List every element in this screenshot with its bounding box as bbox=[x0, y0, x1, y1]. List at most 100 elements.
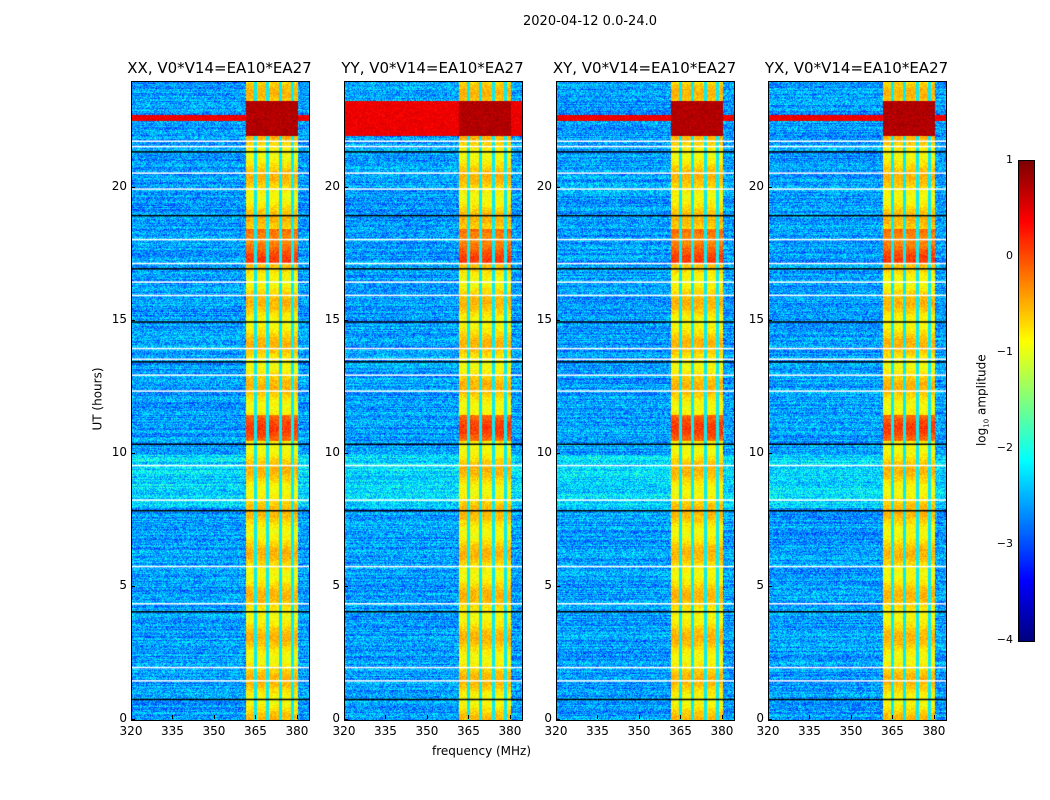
y-tick-label: 20 bbox=[111, 179, 127, 194]
y-tick-label: 10 bbox=[748, 445, 764, 460]
y-tick-mark bbox=[768, 187, 772, 189]
y-axis-label: UT (hours) bbox=[90, 367, 105, 431]
x-tick-mark bbox=[296, 715, 298, 719]
y-tick-label: 0 bbox=[544, 711, 552, 725]
y-tick-mark bbox=[556, 586, 560, 588]
x-tick-mark bbox=[172, 715, 174, 719]
x-tick-label: 350 bbox=[627, 724, 651, 738]
x-tick-label: 320 bbox=[119, 724, 143, 738]
x-tick-mark bbox=[509, 715, 511, 719]
y-tick-label: 10 bbox=[111, 445, 127, 460]
colorbar-tick-label: −3 bbox=[996, 537, 1013, 550]
x-tick-label: 350 bbox=[415, 724, 439, 738]
y-tick-mark bbox=[344, 453, 348, 455]
y-tick-label: 0 bbox=[332, 711, 340, 725]
y-tick-label: 15 bbox=[748, 312, 764, 327]
x-tick-mark bbox=[850, 715, 852, 719]
waterfall-heatmap bbox=[768, 81, 947, 721]
x-tick-mark bbox=[426, 715, 428, 719]
x-tick-mark bbox=[556, 715, 557, 719]
x-tick-label: 365 bbox=[457, 724, 480, 738]
y-tick-mark bbox=[131, 320, 135, 322]
y-tick-mark bbox=[344, 320, 348, 322]
y-tick-mark bbox=[768, 719, 772, 720]
x-axis-label: frequency (MHz) bbox=[432, 744, 532, 758]
x-tick-label: 335 bbox=[798, 724, 821, 738]
waterfall-heatmap bbox=[556, 81, 735, 721]
colorbar-tick-label: −1 bbox=[996, 345, 1013, 358]
x-tick-label: 320 bbox=[544, 724, 568, 738]
x-tick-label: 320 bbox=[756, 724, 780, 738]
x-tick-label: 320 bbox=[332, 724, 356, 738]
x-tick-label: 365 bbox=[669, 724, 692, 738]
y-tick-label: 5 bbox=[332, 578, 340, 593]
x-tick-label: 380 bbox=[285, 724, 309, 738]
y-tick-mark bbox=[131, 586, 135, 588]
y-tick-mark bbox=[556, 719, 560, 720]
waterfall-heatmap bbox=[131, 81, 310, 721]
x-tick-label: 350 bbox=[839, 724, 863, 738]
x-tick-label: 380 bbox=[922, 724, 946, 738]
colorbar-tick-label: 0 bbox=[1006, 249, 1013, 262]
y-tick-mark bbox=[344, 719, 348, 720]
y-tick-label: 20 bbox=[748, 179, 764, 194]
x-tick-label: 365 bbox=[881, 724, 904, 738]
x-tick-mark bbox=[809, 715, 811, 719]
x-tick-mark bbox=[385, 715, 387, 719]
x-tick-mark bbox=[597, 715, 599, 719]
y-tick-label: 5 bbox=[544, 578, 552, 593]
x-tick-label: 335 bbox=[374, 724, 397, 738]
y-tick-label: 20 bbox=[536, 179, 552, 194]
y-tick-label: 10 bbox=[324, 445, 340, 460]
x-tick-mark bbox=[768, 715, 769, 719]
y-tick-label: 10 bbox=[536, 445, 552, 460]
y-tick-mark bbox=[131, 187, 135, 189]
x-tick-mark bbox=[255, 715, 257, 719]
y-tick-mark bbox=[556, 187, 560, 189]
y-tick-mark bbox=[768, 586, 772, 588]
x-tick-mark bbox=[721, 715, 723, 719]
y-tick-mark bbox=[768, 453, 772, 455]
x-tick-label: 350 bbox=[202, 724, 226, 738]
x-tick-mark bbox=[680, 715, 682, 719]
y-tick-label: 0 bbox=[119, 711, 127, 725]
panel-title: YY, V0*V14=EA10*EA27 bbox=[341, 59, 524, 77]
x-tick-label: 335 bbox=[161, 724, 184, 738]
y-tick-mark bbox=[344, 586, 348, 588]
x-tick-mark bbox=[213, 715, 215, 719]
x-tick-mark bbox=[933, 715, 935, 719]
x-tick-label: 365 bbox=[244, 724, 267, 738]
x-tick-mark bbox=[344, 715, 345, 719]
x-tick-mark bbox=[468, 715, 470, 719]
figure-title: 2020-04-12 0.0-24.0 bbox=[523, 14, 657, 29]
colorbar-tick-label: −4 bbox=[996, 633, 1013, 646]
x-tick-mark bbox=[638, 715, 640, 719]
y-tick-mark bbox=[556, 320, 560, 322]
colorbar-label: log10 amplitude bbox=[974, 354, 991, 447]
y-tick-mark bbox=[556, 453, 560, 455]
y-tick-mark bbox=[768, 320, 772, 322]
panel-title: XX, V0*V14=EA10*EA27 bbox=[127, 59, 312, 77]
x-tick-mark bbox=[131, 715, 132, 719]
panel-title: XY, V0*V14=EA10*EA27 bbox=[552, 59, 737, 77]
y-tick-label: 5 bbox=[119, 578, 127, 593]
x-tick-mark bbox=[892, 715, 894, 719]
colorbar-tick-label: −2 bbox=[996, 441, 1013, 454]
panel-title: YX, V0*V14=EA10*EA27 bbox=[764, 59, 949, 77]
y-tick-mark bbox=[344, 187, 348, 189]
y-tick-label: 0 bbox=[756, 711, 764, 725]
y-tick-label: 15 bbox=[324, 312, 340, 327]
y-tick-label: 5 bbox=[756, 578, 764, 593]
x-tick-label: 380 bbox=[498, 724, 522, 738]
y-tick-label: 15 bbox=[536, 312, 552, 327]
x-tick-label: 335 bbox=[586, 724, 609, 738]
y-tick-label: 15 bbox=[111, 312, 127, 327]
y-tick-mark bbox=[131, 719, 135, 720]
waterfall-heatmap bbox=[344, 81, 523, 721]
y-tick-label: 20 bbox=[324, 179, 340, 194]
colorbar-tick-label: 1 bbox=[1006, 153, 1013, 166]
y-tick-mark bbox=[131, 453, 135, 455]
colorbar bbox=[1018, 160, 1035, 642]
x-tick-label: 380 bbox=[710, 724, 734, 738]
